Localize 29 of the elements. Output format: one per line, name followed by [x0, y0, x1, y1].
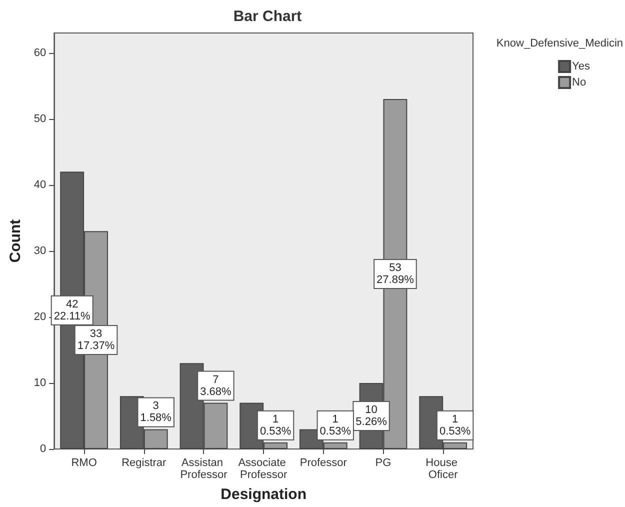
legend-title: Know_Defensive_Medicin	[496, 38, 624, 50]
x-axis-title: Designation	[220, 486, 306, 503]
x-tick-label: RMO	[71, 457, 98, 469]
data-label: 1 0.53%	[260, 413, 292, 438]
x-tick-label: Registrar	[122, 457, 167, 469]
data-label: 7 3.68%	[200, 374, 232, 398]
data-label: 33 17.37%	[77, 328, 115, 352]
y-tick-label: 50	[34, 112, 46, 125]
y-axis-title: Count	[7, 219, 24, 263]
x-tick-label: Associate Professor	[238, 457, 289, 481]
y-tick-label: 30	[34, 244, 46, 257]
y-tick-label: 40	[34, 178, 46, 191]
data-label: 10 5.26%	[356, 404, 388, 428]
x-tick-label: House Oficer	[426, 457, 461, 481]
data-label: 53 27.89%	[376, 262, 414, 286]
data-label: 42 22.11%	[54, 298, 91, 322]
chart-title: Bar Chart	[233, 8, 302, 25]
x-tick-label: Assistan Professor	[180, 457, 228, 481]
data-label: 1 0.53%	[320, 413, 352, 438]
x-tick-label: Professor	[300, 457, 348, 469]
y-tick-label: 60	[34, 46, 46, 59]
x-tick-label: PG	[375, 457, 392, 469]
legend-label: Yes	[572, 60, 590, 72]
legend-label: No	[572, 76, 586, 88]
data-label: 3 1.58%	[140, 400, 172, 424]
data-label: 1 0.53%	[439, 413, 471, 438]
y-tick-label: 0	[40, 443, 46, 455]
y-tick-label: 10	[34, 376, 46, 389]
y-tick-label: 20	[34, 310, 46, 323]
